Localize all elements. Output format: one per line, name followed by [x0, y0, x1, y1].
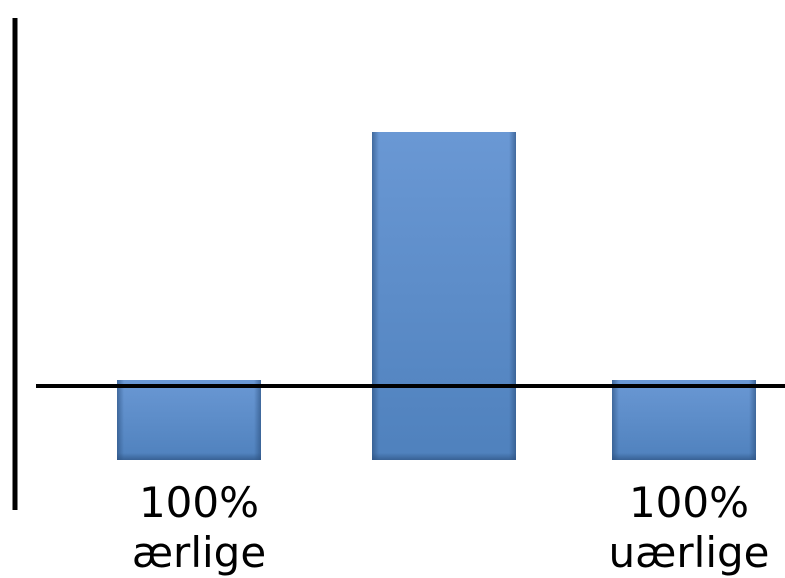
category-label-3-line-2: uærlige [608, 528, 770, 577]
bar-1 [117, 380, 261, 460]
bar-3 [612, 380, 756, 460]
category-label-3-line-1: 100% [628, 478, 750, 527]
bars-layer [117, 132, 756, 460]
category-label-1-line-2: ærlige [131, 528, 267, 577]
bar-2 [372, 132, 516, 460]
category-label-1-line-1: 100% [138, 478, 260, 527]
